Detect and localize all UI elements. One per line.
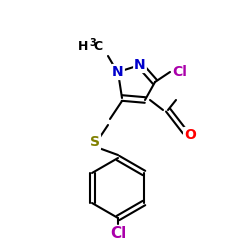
Text: C: C: [93, 40, 102, 52]
Text: N: N: [112, 65, 124, 79]
Text: S: S: [90, 135, 100, 149]
Text: O: O: [184, 128, 196, 142]
Text: N: N: [134, 58, 146, 72]
Text: 3: 3: [89, 38, 96, 48]
Text: H: H: [78, 40, 88, 52]
Text: Cl: Cl: [172, 65, 188, 79]
Text: Cl: Cl: [110, 226, 126, 242]
